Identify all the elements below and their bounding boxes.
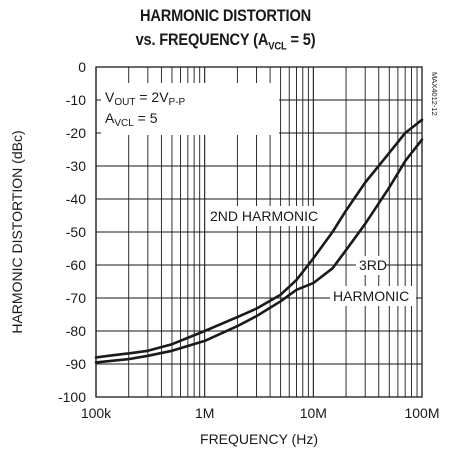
chart-title-line2-sub: VCL <box>268 40 287 53</box>
chart-title-line1: HARMONIC DISTORTION <box>139 6 312 25</box>
x-tick-label: 100k <box>81 405 112 421</box>
x-axis-label: FREQUENCY (Hz) <box>200 431 318 447</box>
y-tick-label: -40 <box>66 191 86 207</box>
y-tick-label: -60 <box>66 257 86 273</box>
annotation-3rd: 3RD <box>359 257 387 273</box>
x-tick-labels: 100k 1M 10M 100M <box>81 405 440 421</box>
annotation-3rd-bg2 <box>330 286 416 306</box>
y-axis-label: HARMONIC DISTORTION (dBc) <box>9 130 25 333</box>
x-tick-label: 100M <box>404 405 439 421</box>
y-tick-label: -90 <box>66 356 86 372</box>
watermark: MAX4012-12 <box>430 72 439 116</box>
y-tick-label: -100 <box>58 389 86 405</box>
y-tick-label: 0 <box>78 59 86 75</box>
y-tick-label: -80 <box>66 323 86 339</box>
annotation-2nd-bg <box>207 206 325 226</box>
chart-title-line2-pre: vs. FREQUENCY (A <box>135 30 269 49</box>
y-tick-label: -50 <box>66 224 86 240</box>
y-tick-labels: 0 -10 -20 -30 -40 -50 -60 -70 -80 -90 -100 <box>58 59 86 405</box>
annotation-3rd-bg1 <box>356 256 386 275</box>
y-tick-label: -30 <box>66 158 86 174</box>
series-line-3rd-harmonic <box>94 138 424 364</box>
series-line-2nd-harmonic <box>94 118 424 359</box>
series-group <box>94 118 424 364</box>
x-tick-label: 10M <box>300 405 327 421</box>
chart-title-line2: vs. FREQUENCY (AVCL = 5) <box>32 30 420 52</box>
y-tick-label: -10 <box>66 92 86 108</box>
y-tick-label: -70 <box>66 290 86 306</box>
annotation-2nd-harmonic: 2ND HARMONIC <box>210 208 318 224</box>
y-tick-label: -20 <box>66 125 86 141</box>
chart-title-line2-post: = 5) <box>286 30 316 49</box>
condition-avcl: AVCL = 5 <box>105 110 158 129</box>
plot-frame <box>95 66 423 398</box>
annotation-harmonic: HARMONIC <box>333 288 409 304</box>
x-tick-label: 1M <box>195 405 214 421</box>
conditions-box-bg <box>101 83 279 135</box>
condition-vout: VOUT = 2VP-P <box>105 89 186 108</box>
